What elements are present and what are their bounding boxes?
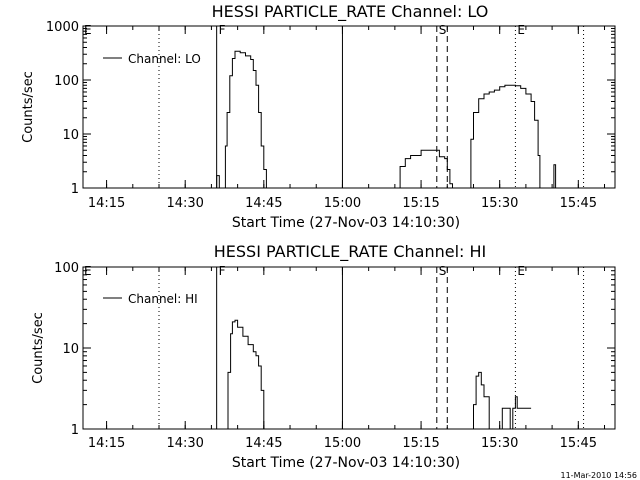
y-tick-label: 1 — [71, 182, 79, 197]
y-tick-label: 1 — [71, 423, 79, 438]
panel-lo: HESSI PARTICLE_RATE Channel: LO 1 10 100 10… — [21, 2, 616, 231]
y-tick-label: 100 — [54, 261, 79, 276]
y-tick-label: 10 — [62, 128, 79, 143]
x-tick-label: 14:45 — [245, 196, 282, 211]
x-tick-label: 15:00 — [324, 436, 361, 451]
event-label: F — [219, 264, 226, 278]
edge-marker-label: E — [84, 23, 92, 37]
legend-label: Channel: LO — [128, 52, 201, 66]
event-markers: F S EE — [84, 264, 585, 429]
series-line-lo — [214, 50, 557, 189]
x-axis-label: Start Time (27-Nov-03 14:10:30) — [232, 215, 460, 231]
y-tick-label: 100 — [54, 74, 79, 89]
legend: Channel: LO — [103, 52, 201, 66]
event-label: E — [517, 23, 525, 37]
x-tick-label: 15:30 — [481, 196, 518, 211]
chart-title: HESSI PARTICLE_RATE Channel: HI — [214, 242, 487, 262]
x-tick-label: 15:15 — [402, 196, 439, 211]
panel-hi: HESSI PARTICLE_RATE Channel: HI 1 10 100 1… — [31, 242, 616, 471]
x-tick-label: 14:30 — [166, 196, 203, 211]
y-ticks: 1 10 100 1000 — [46, 20, 615, 197]
x-tick-label: 14:15 — [88, 196, 125, 211]
event-label: E — [517, 264, 525, 278]
y-tick-label: 1000 — [46, 20, 79, 35]
x-tick-label: 15:15 — [402, 436, 439, 451]
x-tick-label: 15:00 — [324, 196, 361, 211]
chart-title: HESSI PARTICLE_RATE Channel: LO — [212, 2, 489, 22]
x-tick-label: 15:45 — [560, 436, 597, 451]
event-markers: F S EE — [84, 23, 585, 188]
y-tick-label: 10 — [62, 342, 79, 357]
x-tick-label: 14:15 — [88, 436, 125, 451]
legend-label: Channel: HI — [128, 292, 198, 306]
event-label: F — [219, 23, 226, 37]
event-label: S — [439, 264, 447, 278]
edge-marker-label: E — [84, 264, 92, 278]
x-ticks: 14:15 14:30 14:45 15:00 15:15 15:30 15:45 — [88, 267, 606, 451]
x-tick-label: 14:45 — [245, 436, 282, 451]
x-tick-label: 15:30 — [481, 436, 518, 451]
x-axis-label: Start Time (27-Nov-03 14:10:30) — [232, 455, 460, 471]
y-ticks: 1 10 100 — [54, 261, 615, 438]
x-ticks: 14:15 14:30 14:45 15:00 15:15 15:30 15:45 — [88, 26, 606, 211]
event-label: S — [439, 23, 447, 37]
legend: Channel: HI — [103, 292, 198, 306]
x-tick-label: 14:30 — [166, 436, 203, 451]
y-axis-label: Counts/sec — [31, 312, 46, 384]
date-stamp: 11-Mar-2010 14:56 — [561, 471, 638, 480]
x-tick-label: 15:45 — [560, 196, 597, 211]
y-axis-label: Counts/sec — [21, 71, 36, 143]
series-line-hi — [225, 319, 532, 430]
